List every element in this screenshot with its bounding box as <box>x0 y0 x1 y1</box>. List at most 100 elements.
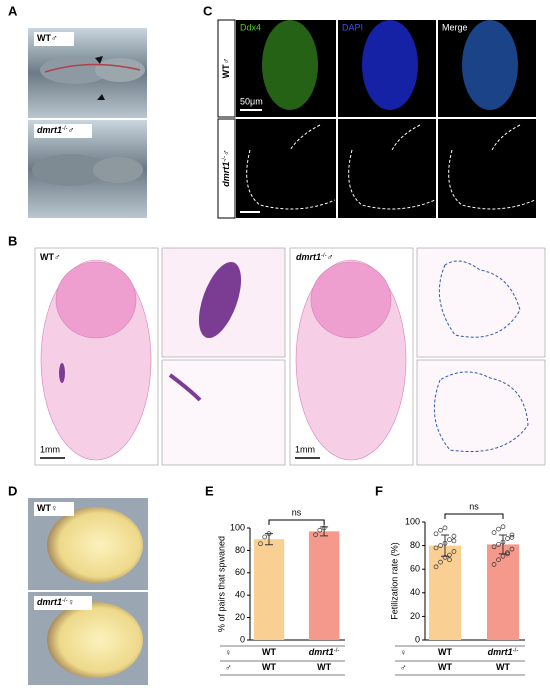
data-point <box>509 534 515 540</box>
gene: WT <box>37 503 51 513</box>
channel-label: Ddx4 <box>240 22 261 32</box>
genotype: -/- <box>62 598 68 604</box>
photo-a <box>28 28 147 218</box>
data-point <box>433 545 439 551</box>
genotype: -/- <box>321 253 327 259</box>
data-point <box>496 526 501 532</box>
data-point <box>442 525 448 531</box>
significance-bracket <box>444 513 504 519</box>
scale-bar-label: 50μm <box>240 96 263 106</box>
channel-label: DAPI <box>342 22 363 32</box>
gene: WT <box>438 647 452 657</box>
data-point <box>500 539 506 545</box>
genotype-label: dmrt1-/- <box>488 647 519 657</box>
data-point <box>313 532 318 538</box>
genotype: -/- <box>62 126 68 132</box>
panel-letter: A <box>8 3 18 18</box>
y-tick-label: 100 <box>405 516 420 526</box>
genotype-label: WT♂ <box>37 33 58 43</box>
data-point <box>262 534 268 540</box>
data-point <box>438 559 443 565</box>
y-tick-label: 0 <box>415 634 420 644</box>
genotype-label: WT♂ <box>40 252 61 262</box>
gene: dmrt1 <box>296 252 321 262</box>
sex: ♀ <box>68 597 75 607</box>
data-point <box>491 530 497 535</box>
gene: WT <box>496 662 510 672</box>
histology-b <box>34 247 546 466</box>
genotype: -/- <box>513 648 519 654</box>
sex: ♂ <box>327 252 334 262</box>
y-axis-label: Fetilization rate (%) <box>389 542 399 620</box>
y-tick-label: 60 <box>410 564 420 574</box>
y-tick-label: 20 <box>235 612 245 622</box>
y-tick-label: 40 <box>235 590 245 600</box>
data-point <box>442 540 448 546</box>
data-point <box>447 557 452 563</box>
sex-symbol: ♀ <box>225 647 232 657</box>
channel-label: Merge <box>442 22 468 32</box>
gene: dmrt1 <box>309 647 334 657</box>
data-point <box>505 551 510 557</box>
y-tick-label: 80 <box>410 540 420 550</box>
sex: ♀ <box>51 503 58 513</box>
data-point <box>438 543 443 548</box>
y-axis-label: % of pairs that spwaned <box>216 536 226 632</box>
genotype-label: WT <box>262 662 276 672</box>
genotype-label: WT <box>438 647 452 657</box>
genotype-label: WT♀ <box>37 503 58 513</box>
genotype-label: dmrt1-/-♂ <box>37 125 74 135</box>
y-tick-label: 20 <box>410 611 420 621</box>
scale-bar-label: 1mm <box>295 444 315 454</box>
sex: ♂ <box>221 149 231 156</box>
data-point <box>442 555 448 560</box>
label-box <box>34 32 74 46</box>
label-box <box>34 502 74 516</box>
data-point <box>505 536 510 541</box>
data-point <box>321 525 327 531</box>
bar <box>308 531 340 640</box>
genotype-label: WT♂ <box>221 58 231 79</box>
label-box <box>34 124 92 138</box>
gene: WT <box>262 647 276 657</box>
label-box <box>34 596 92 610</box>
y-tick-label: 40 <box>410 587 420 597</box>
gene: dmrt1 <box>488 647 513 657</box>
data-point <box>266 531 272 536</box>
genotype-label: WT <box>496 662 510 672</box>
bar <box>487 544 519 640</box>
genotype-label: dmrt1-/- <box>309 647 340 657</box>
data-point <box>433 531 439 537</box>
micrographs-c <box>217 19 536 219</box>
genotype-label: dmrt1-/-♂ <box>296 252 333 262</box>
data-point <box>491 544 497 550</box>
panel-letter: F <box>375 483 383 498</box>
panel-letter: D <box>8 483 17 498</box>
gene: dmrt1 <box>221 162 231 187</box>
gene: WT <box>221 64 231 78</box>
data-point <box>433 564 439 570</box>
panel-letter: E <box>205 483 214 498</box>
photo-d <box>28 498 148 685</box>
data-point <box>509 532 515 538</box>
significance-label: ns <box>469 501 479 511</box>
y-tick-label: 60 <box>235 567 245 577</box>
scale-bar-label: 1mm <box>40 444 60 454</box>
genotype: -/- <box>222 156 228 162</box>
significance-bracket <box>268 519 325 525</box>
gene: dmrt1 <box>37 597 62 607</box>
y-tick-label: 80 <box>235 545 245 555</box>
panel-letter: C <box>203 3 213 18</box>
data-point <box>438 527 443 533</box>
data-point <box>496 542 501 547</box>
sex-symbol: ♀ <box>400 647 407 657</box>
data-point <box>451 533 457 539</box>
gene: dmrt1 <box>37 125 62 135</box>
sex-symbol: ♂ <box>400 662 407 672</box>
data-point <box>500 553 506 559</box>
sex-symbol: ♂ <box>225 662 232 672</box>
data-point <box>500 524 506 530</box>
sex: ♂ <box>68 125 75 135</box>
bar <box>253 539 285 640</box>
